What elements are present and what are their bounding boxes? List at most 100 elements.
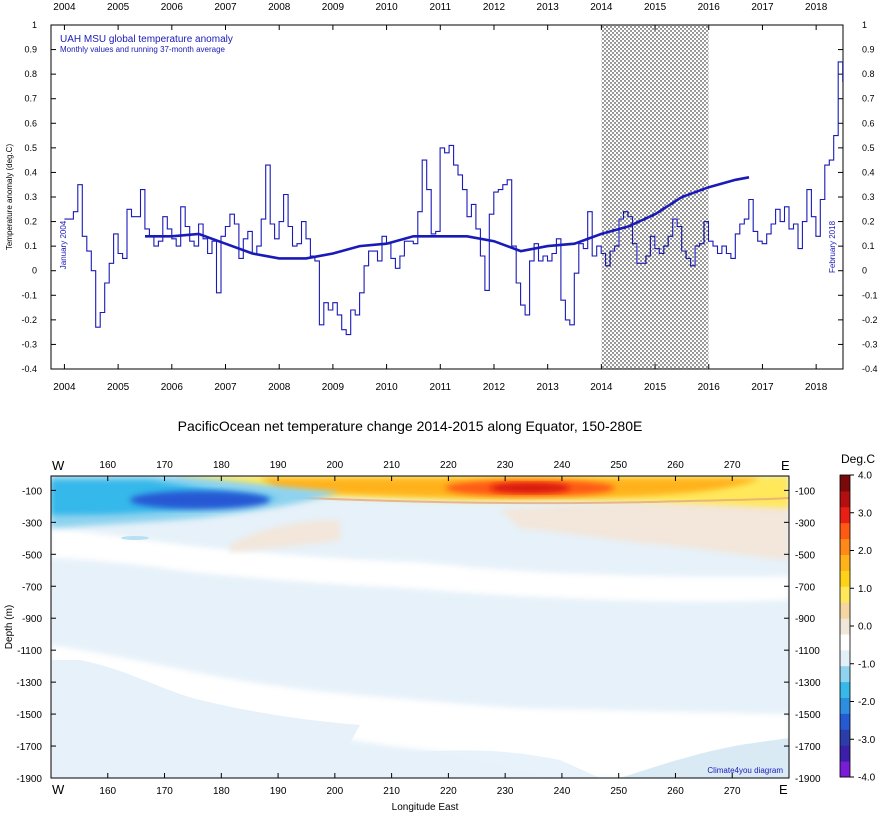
bottom-x-tick-label: 260 [667, 460, 684, 471]
top-y-tick-label: 0.5 [24, 143, 37, 153]
top-x-tick-label: 2008 [268, 382, 291, 393]
bottom-y-tick-label: -1900 [16, 774, 42, 785]
bottom-x-tick-label: 160 [99, 460, 116, 471]
colorbar-swatch [840, 602, 850, 619]
top-y-tick-label: 0.7 [862, 94, 875, 104]
colorbar-swatch [840, 697, 850, 714]
top-y-tick-label: -0.3 [862, 339, 878, 349]
top-y-ticks-left: -0.4 -0.3 -0.2 -0.1 0 0.1 0.2 0.3 0.4 0.5 0.6 0.7 0.… [21, 20, 56, 374]
credit-label: Climate4you diagram [707, 766, 783, 775]
top-y-tick-label: 0.4 [862, 167, 875, 177]
cold-pool-core [130, 491, 270, 509]
top-x-tick-label: 2015 [644, 382, 667, 393]
deep-right-cool [620, 738, 789, 778]
top-x-tick-label: 2008 [268, 2, 291, 13]
bottom-x-tick-label: 180 [213, 786, 230, 797]
bottom-y-tick-label: -900 [22, 614, 42, 625]
beige-patch-left [230, 520, 340, 552]
top-y-tick-label: 1 [862, 20, 867, 30]
colorbar-swatch [840, 729, 850, 746]
top-y-tick-label: -0.4 [862, 364, 878, 374]
annotation-start: January 2004 [59, 220, 68, 269]
bottom-y-tick-label: -300 [795, 518, 815, 529]
bottom-x-ticks-upper: 160 170 180 190 200 210 220 230 240 250 260 270 [99, 460, 741, 481]
bottom-x-tick-label: 250 [610, 460, 627, 471]
colorbar-tick-label: -2.0 [858, 697, 876, 708]
west-label-top: W [52, 458, 65, 473]
top-x-tick-label: 2017 [751, 2, 774, 13]
colorbar-swatch [840, 522, 850, 540]
top-y-tick-label: 0 [862, 266, 867, 276]
bottom-y-tick-label: -1500 [795, 710, 821, 721]
bottom-x-ticks-lower: 160 170 180 190 200 210 220 230 240 250 260 270 [99, 773, 741, 797]
top-x-tick-label: 2004 [53, 2, 76, 13]
top-x-tick-label: 2009 [322, 382, 345, 393]
colorbar-swatch [840, 490, 850, 508]
bottom-x-tick-label: 220 [440, 786, 457, 797]
bottom-y-tick-label: -700 [795, 582, 815, 593]
bottom-y-tick-label: -500 [795, 550, 815, 561]
top-y-tick-label: 0.4 [24, 167, 37, 177]
bottom-x-tick-label: 270 [724, 786, 741, 797]
warm-layer-edge [239, 494, 789, 505]
top-x-tick-label: 2010 [375, 382, 398, 393]
bottom-x-tick-label: 180 [213, 460, 230, 471]
colorbar-title: Deg.C [841, 452, 875, 466]
top-x-tick-label: 2016 [698, 2, 721, 13]
bottom-plot-frame [50, 475, 790, 779]
top-y-tick-label: 0.1 [862, 241, 875, 251]
top-y-tick-label: 0.2 [862, 217, 875, 227]
warm-core-dark [490, 483, 570, 493]
top-x-tick-label: 2011 [430, 2, 452, 13]
bottom-x-tick-label: 170 [156, 460, 173, 471]
temperature-anomaly-chart: 2004 2005 2006 2007 2008 2009 2010 2011 2012 2013… [5, 2, 878, 393]
deep-bottom-cool [290, 750, 600, 778]
bottom-y-tick-label: -1300 [16, 678, 42, 689]
top-x-tick-label: 2011 [430, 382, 452, 393]
bottom-x-tick-label: 170 [156, 786, 173, 797]
bottom-y-tick-label: -300 [22, 518, 42, 529]
top-y-tick-label: 0.8 [24, 69, 37, 79]
top-y-ticks-right: -0.4 -0.3 -0.2 -0.1 0 0.1 0.2 0.3 0.4 0.5 0.6 0.7 0.… [838, 20, 878, 374]
top-y-tick-label: -0.1 [21, 290, 37, 300]
white-band-upper [51, 528, 789, 602]
deep-left-cool [51, 660, 360, 778]
bottom-y-axis-label: Depth (m) [4, 605, 15, 649]
colorbar-swatch [840, 538, 850, 555]
top-x-tick-label: 2005 [107, 2, 130, 13]
top-x-tick-label: 2018 [805, 382, 828, 393]
top-chart-title: UAH MSU global temperature anomaly [60, 34, 233, 45]
bottom-x-tick-label: 160 [99, 786, 116, 797]
ocean-section-chart: PacificOcean net temperature change 2014… [4, 418, 876, 813]
top-y-tick-label: -0.1 [862, 290, 878, 300]
running-mean-line [145, 176, 750, 260]
colorbar-swatch [840, 761, 850, 778]
top-y-tick-label: 0.1 [24, 241, 37, 251]
top-y-tick-label: 0.8 [862, 69, 875, 79]
bottom-y-ticks-right: -100 -300 -500 -700 -900 -1100 -1300 -1500 -1700… [784, 486, 821, 785]
colorbar-swatch [840, 475, 850, 492]
colorbar-swatch [840, 665, 850, 683]
top-x-tick-label: 2007 [214, 382, 237, 393]
bottom-y-tick-label: -900 [795, 614, 815, 625]
cold-speck [121, 536, 149, 540]
colorbar-swatch [840, 681, 850, 698]
top-y-axis-label: Temperature anomaly (deg.C) [5, 144, 14, 251]
top-x-tick-label: 2016 [698, 382, 721, 393]
east-label-top: E [781, 458, 790, 473]
colorbar-tick-label: 0.0 [858, 622, 872, 633]
colorbar-ticks: 4.0 3.0 2.0 1.0 0.0 -1.0 -2.0 -3.0 -4.0 [850, 471, 876, 784]
top-x-tick-label: 2005 [107, 382, 130, 393]
bottom-x-tick-label: 240 [554, 460, 571, 471]
top-y-tick-label: -0.2 [862, 315, 878, 325]
top-chart-subtitle: Monthly values and running 37-month aver… [60, 45, 226, 54]
top-x-tick-label: 2012 [483, 2, 506, 13]
bottom-y-tick-label: -1900 [795, 774, 821, 785]
top-y-tick-label: 0.9 [24, 45, 37, 55]
bottom-chart-title: PacificOcean net temperature change 2014… [178, 418, 643, 434]
colorbar-swatch [840, 618, 850, 635]
colorbar-tick-label: 2.0 [858, 546, 872, 557]
colorbar-swatch [840, 745, 850, 762]
east-label-bottom: E [779, 782, 788, 797]
bottom-x-tick-label: 200 [327, 786, 344, 797]
